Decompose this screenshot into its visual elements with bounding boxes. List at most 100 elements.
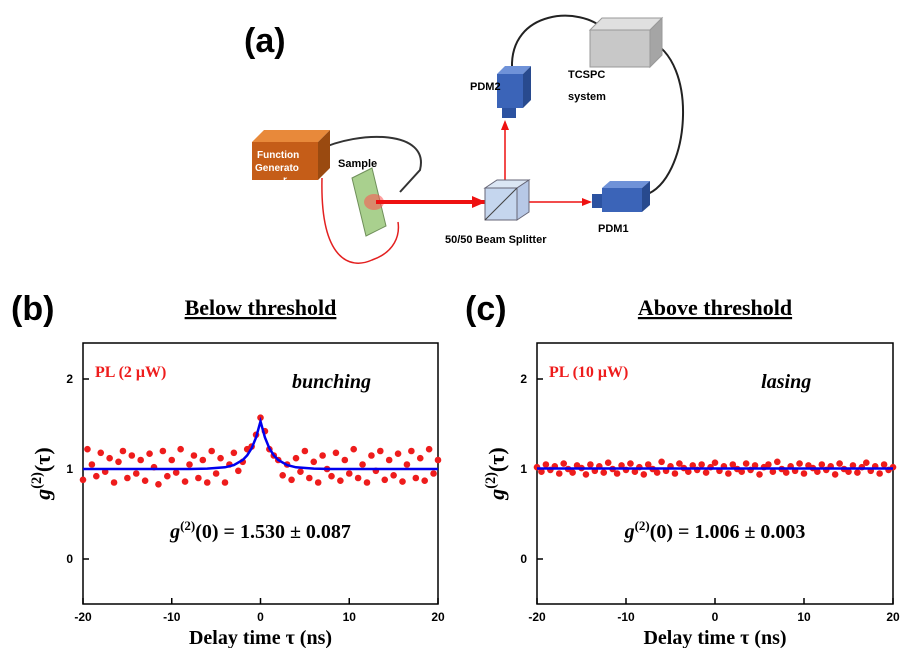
data-point (84, 445, 91, 453)
data-point (818, 461, 826, 468)
data-point (146, 450, 153, 458)
data-point (221, 479, 229, 486)
data-point (314, 479, 322, 486)
data-point (79, 476, 87, 484)
data-point (698, 461, 705, 468)
data-point (115, 458, 122, 466)
formula-part: (τ) (30, 447, 55, 472)
data-point (751, 462, 759, 469)
data-point (399, 478, 406, 485)
arrow (501, 120, 509, 130)
data-point (613, 470, 621, 477)
data-point (769, 468, 777, 476)
data-point (831, 471, 839, 478)
setup-diagram: (a) Function Generato r Sample 50/50 Bea… (244, 14, 685, 264)
data-point (297, 468, 304, 476)
data-point (93, 472, 100, 480)
data-point (292, 454, 300, 462)
data-point (604, 459, 612, 467)
function-generator (252, 142, 318, 180)
cable (317, 135, 422, 193)
data-point (186, 461, 193, 468)
data-point (600, 469, 608, 476)
data-point (416, 454, 424, 462)
x-axis-label: Delay time τ (ns) (643, 627, 786, 648)
panel-label: (a) (244, 22, 286, 60)
data-point (345, 470, 353, 477)
data-point (128, 452, 136, 459)
data-point (425, 445, 433, 453)
data-point (190, 452, 198, 459)
data-point (328, 472, 335, 480)
panel-label: (b) (11, 290, 54, 328)
pdm-top (602, 181, 650, 188)
y-tick-label: 0 (66, 552, 73, 566)
data-point (640, 471, 648, 478)
cable (644, 39, 685, 196)
device-label: PDM2 (470, 81, 501, 93)
data-point (306, 474, 313, 482)
data-point (702, 469, 710, 476)
data-point (199, 456, 207, 464)
formula-sup: (2) (29, 472, 45, 489)
data-point (301, 447, 309, 455)
box-top (252, 130, 330, 142)
y-tick-label: 2 (520, 372, 527, 386)
pdm-top (497, 66, 531, 74)
data-point (368, 452, 375, 459)
lens (592, 194, 602, 208)
formula-part: (0) = 1.530 ± 0.087 (195, 521, 351, 543)
data-point (676, 460, 683, 467)
data-point (876, 470, 883, 477)
formula-sup: (2) (483, 472, 499, 489)
arrow (472, 196, 486, 208)
pdm1 (602, 188, 642, 212)
data-point (814, 468, 821, 476)
formula: g(2)(τ) (483, 447, 509, 500)
data-point (394, 450, 402, 458)
data-point (849, 462, 857, 469)
legend-label: PL (2 μW) (95, 364, 166, 381)
data-point (765, 461, 772, 468)
data-point (711, 459, 719, 467)
data-point (880, 461, 888, 468)
data-point (408, 447, 415, 455)
annotation: bunching (292, 371, 371, 393)
data-point (774, 458, 781, 466)
data-point (337, 477, 344, 485)
data-point (627, 460, 634, 467)
data-point (658, 458, 665, 466)
data-point (555, 470, 563, 477)
legend-label: PL (10 μW) (549, 364, 628, 381)
x-tick-label: -10 (617, 610, 635, 624)
data-point (412, 474, 420, 482)
device-label: 50/50 Beam Splitter (445, 234, 547, 246)
splitter-diagonal (484, 187, 518, 221)
x-tick-label: 20 (886, 610, 900, 624)
x-tick-label: -20 (74, 610, 92, 624)
pdm-side (642, 181, 650, 212)
data-point (845, 468, 852, 476)
plot-frame (536, 342, 894, 605)
data-point (354, 474, 362, 482)
x-tick-label: 10 (797, 610, 811, 624)
data-point (569, 469, 576, 476)
data-point (230, 449, 238, 457)
data-point (212, 470, 220, 477)
x-tick-label: -10 (163, 610, 181, 624)
data-point (177, 445, 184, 453)
data-point (181, 478, 189, 485)
data-point (729, 461, 737, 468)
x-tick-label: 10 (343, 610, 357, 624)
fit-line (83, 416, 438, 471)
data-point (279, 472, 286, 479)
data-point (738, 468, 745, 476)
data-point (172, 469, 180, 476)
y-tick-label: 2 (66, 372, 73, 386)
device-label: Function Generato r (255, 150, 302, 186)
data-point (359, 461, 366, 468)
device-label: TCSPC system (568, 69, 608, 103)
data-point (421, 477, 428, 485)
data-point (97, 449, 105, 457)
